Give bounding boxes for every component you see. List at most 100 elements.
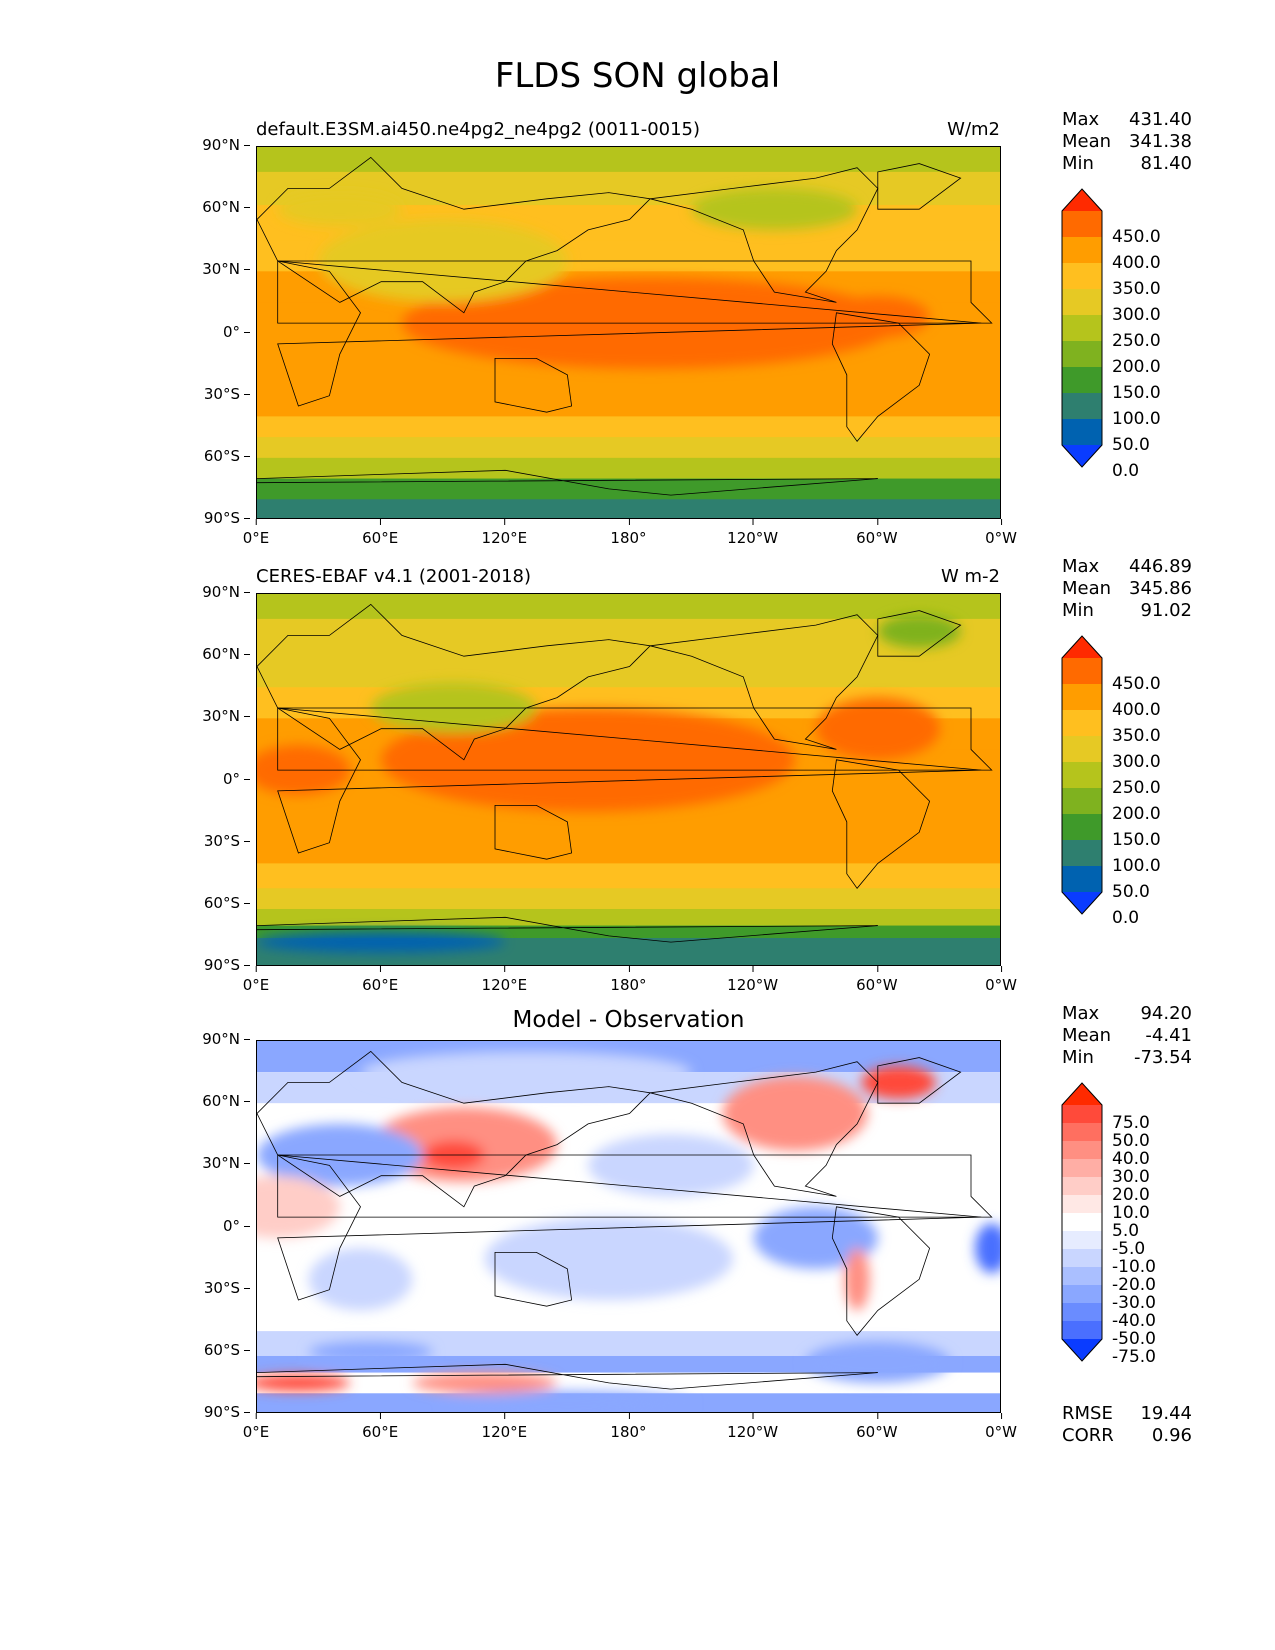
- stat-value-max: 446.89: [1129, 556, 1192, 577]
- colorbar-tick-label: 30.0: [1112, 1167, 1150, 1187]
- stat-label-min: Min: [1062, 600, 1094, 621]
- colorbar-tick-label: 250.0: [1112, 331, 1161, 351]
- flux-band: [257, 888, 1000, 910]
- colorbar-tick-label: 300.0: [1112, 305, 1161, 325]
- colorbar-segment: [1062, 237, 1102, 264]
- coastline: [257, 1050, 652, 1208]
- lon-tick-label: 120°W: [727, 966, 779, 994]
- coastlines: [257, 156, 993, 496]
- flux-region: [277, 192, 402, 226]
- lat-tick-label: 60°S: [203, 1340, 251, 1359]
- lat-tick-label: 60°N: [202, 645, 250, 664]
- flux-band: [257, 437, 1000, 459]
- colorbar-tick-label: 450.0: [1112, 227, 1161, 247]
- colorbar-tick-label: 50.0: [1112, 435, 1150, 455]
- colorbar: [1060, 187, 1104, 469]
- lat-tick-label: 90°N: [202, 583, 250, 601]
- stat-label-mean: Mean: [1062, 1025, 1112, 1046]
- anomaly-region: [443, 1391, 692, 1412]
- flux-band: [257, 457, 1000, 480]
- flux-band: [257, 618, 1000, 653]
- colorbar-extend-top: [1062, 189, 1102, 211]
- colorbar-tick-label: 20.0: [1112, 1185, 1150, 1205]
- lat-tick-label: 30°S: [203, 831, 251, 850]
- lon-tick-label: 120°W: [727, 519, 779, 547]
- model-map: [256, 146, 1001, 519]
- colorbar-tick-label: 75.0: [1112, 1113, 1150, 1133]
- flux-region: [257, 931, 506, 953]
- colorbar-tick-label: 450.0: [1112, 674, 1161, 694]
- coastline: [257, 156, 652, 314]
- anomaly-region: [861, 1065, 936, 1100]
- metric-value-corr: 0.96: [1151, 1425, 1192, 1446]
- flux-region: [877, 614, 961, 648]
- lon-tick-label: 60°W: [856, 519, 898, 547]
- coastline: [277, 707, 993, 771]
- colorbar-tick-label: -40.0: [1112, 1311, 1156, 1331]
- flux-region: [381, 707, 796, 812]
- colorbar-segment: [1062, 263, 1102, 290]
- anomaly-region: [308, 1248, 413, 1311]
- colorbar-tick-label: 200.0: [1112, 357, 1161, 377]
- coastline: [494, 358, 573, 413]
- colorbar-tick-label: 50.0: [1112, 882, 1150, 902]
- lat-tick-label: 90°S: [203, 1403, 251, 1421]
- colorbar-tick-label: 350.0: [1112, 726, 1161, 746]
- lat-tick-label: 30°S: [203, 1278, 251, 1297]
- colorbar-segment: [1062, 315, 1102, 342]
- colorbar-segment: [1062, 1285, 1102, 1304]
- figure-title: FLDS SON global: [494, 56, 781, 96]
- lon-tick-label: 60°W: [856, 1413, 898, 1441]
- stat-label-mean: Mean: [1062, 131, 1112, 152]
- coastline: [831, 759, 931, 889]
- coastline: [650, 167, 879, 303]
- flux-band: [257, 364, 1000, 417]
- coastlines: [257, 603, 993, 943]
- colorbar: [1060, 634, 1104, 916]
- colorbar-tick-label: -50.0: [1112, 1329, 1156, 1349]
- colorbar-extend-bottom: [1062, 1339, 1102, 1361]
- anomaly-region: [975, 1223, 1000, 1274]
- colorbar-tick-label: 40.0: [1112, 1149, 1150, 1169]
- lon-tick-label: 180°: [610, 966, 647, 994]
- colorbar-tick-label: -20.0: [1112, 1275, 1156, 1295]
- colorbar-tick-label: 400.0: [1112, 253, 1161, 273]
- colorbar-segment: [1062, 710, 1102, 737]
- model-map-graphic: [257, 147, 1000, 518]
- anomaly-region: [308, 1341, 433, 1363]
- coastline: [877, 163, 962, 210]
- flux-band: [257, 416, 1000, 438]
- panel-stats: Max 431.40 Mean 341.38 Min 81.40: [1062, 109, 1192, 175]
- colorbar-tick-label: 200.0: [1112, 804, 1161, 824]
- metric-label-rmse: RMSE: [1062, 1403, 1113, 1424]
- colorbar-tick-label: 300.0: [1112, 752, 1161, 772]
- flux-band: [257, 908, 1000, 927]
- coastline: [877, 610, 962, 657]
- flux-region: [691, 188, 858, 230]
- panel-title-left: default.E3SM.ai450.ne4pg2_ne4pg2 (0011-0…: [256, 119, 701, 140]
- stat-value-mean: 345.86: [1129, 578, 1192, 599]
- colorbar-tick-label: 150.0: [1112, 383, 1161, 403]
- colorbar-tick-label: 150.0: [1112, 830, 1161, 850]
- lon-tick-label: 0°W: [985, 966, 1017, 994]
- colorbar-segment: [1062, 211, 1102, 238]
- colorbar-tick-label: 100.0: [1112, 409, 1161, 429]
- panel-units: W/m2: [947, 119, 1000, 140]
- lat-tick-label: 30°N: [202, 707, 250, 726]
- colorbar-segment: [1062, 840, 1102, 867]
- stat-value-min: -73.54: [1133, 1047, 1192, 1068]
- colorbar-segment: [1062, 866, 1102, 893]
- colorbar-extend-top: [1062, 1083, 1102, 1105]
- colorbar-segment: [1062, 1267, 1102, 1286]
- colorbar-graphic: [1061, 188, 1103, 468]
- lon-tick-label: 120°E: [481, 966, 528, 994]
- lon-tick-label: 0°W: [985, 519, 1017, 547]
- lat-tick-label: 90°S: [203, 956, 251, 974]
- lat-tick-label: 0°: [222, 1216, 251, 1235]
- lat-tick-label: 90°S: [203, 509, 251, 527]
- colorbar-segment: [1062, 684, 1102, 711]
- colorbar-segment: [1062, 1249, 1102, 1268]
- colorbar-graphic: [1061, 635, 1103, 915]
- anomaly-region: [484, 1217, 733, 1301]
- coastline: [831, 1206, 931, 1336]
